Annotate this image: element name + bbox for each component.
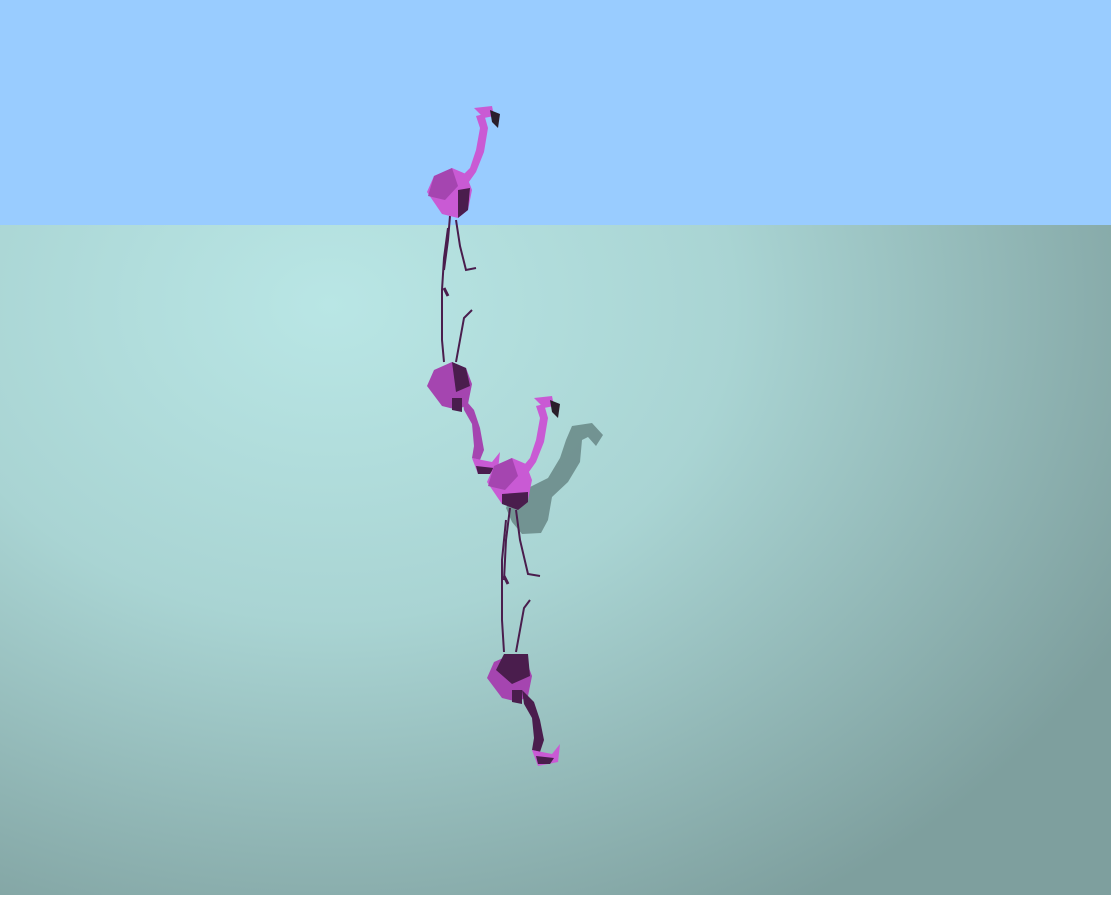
flamingo-near-reflection: [487, 519, 560, 766]
flamingo-shadow: [506, 423, 603, 534]
flamingo-near: [487, 396, 560, 581]
water-plane: [0, 225, 1111, 901]
bottom-edge: [0, 895, 1111, 901]
flamingo-far-reflection: [427, 227, 500, 474]
flamingo-far: [427, 106, 500, 272]
sky: [0, 0, 1111, 225]
